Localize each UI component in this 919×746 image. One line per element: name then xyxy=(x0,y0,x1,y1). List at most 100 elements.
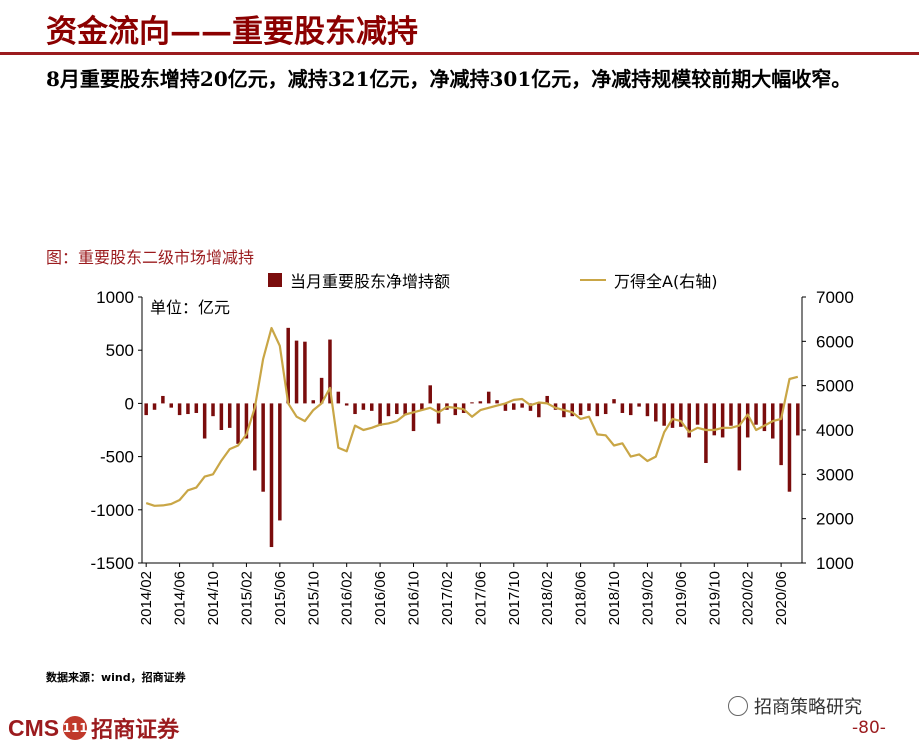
page-number: -80- xyxy=(852,718,886,738)
y-right-tick-label: 7000 xyxy=(816,288,854,307)
bar xyxy=(620,403,625,413)
bar xyxy=(261,403,265,492)
bar xyxy=(353,403,357,415)
y-right-tick-label: 6000 xyxy=(816,332,854,351)
bar xyxy=(403,403,407,416)
bar xyxy=(695,403,700,425)
logo-mark-icon: 111 xyxy=(63,716,88,740)
bar xyxy=(236,403,240,444)
bar xyxy=(319,377,324,404)
bar xyxy=(587,403,591,411)
y-left-tick-label: 1000 xyxy=(96,288,134,307)
x-tick-label: 2015/02 xyxy=(238,571,255,625)
y-left-tick-label: 500 xyxy=(106,341,134,360)
bar xyxy=(503,403,508,411)
bar xyxy=(311,400,316,404)
unit-label: 单位：亿元 xyxy=(150,298,230,317)
bar xyxy=(378,403,382,426)
x-tick-label: 2014/10 xyxy=(205,571,222,625)
x-tick-label: 2020/02 xyxy=(740,571,757,625)
bar xyxy=(420,403,424,410)
bar xyxy=(520,403,524,408)
x-tick-label: 2018/06 xyxy=(573,571,590,625)
y-right-tick-label: 1000 xyxy=(816,554,854,573)
x-tick-label: 2014/06 xyxy=(172,571,189,625)
bar-series xyxy=(144,327,800,548)
y-left-tick-label: -500 xyxy=(100,448,134,467)
x-tick-label: 2016/10 xyxy=(406,571,423,625)
y-left-tick-label: 0 xyxy=(125,394,134,413)
legend-label-bar: 当月重要股东净增持额 xyxy=(290,272,451,291)
bar xyxy=(428,385,432,404)
bar xyxy=(344,403,349,406)
bar xyxy=(687,403,691,438)
y-right-tick-label: 3000 xyxy=(816,465,854,484)
bar xyxy=(194,403,199,413)
line-path xyxy=(145,326,799,507)
source-note: 数据来源：wind，招商证券 xyxy=(46,671,186,684)
x-tick-label: 2017/06 xyxy=(472,571,489,625)
bar xyxy=(754,403,758,425)
x-tick-label: 2018/02 xyxy=(539,571,556,625)
bar xyxy=(470,402,474,404)
x-tick-label: 2016/02 xyxy=(339,571,356,625)
bar xyxy=(679,403,683,427)
bar xyxy=(244,403,249,439)
bar xyxy=(386,403,391,417)
bar xyxy=(411,403,416,432)
bar xyxy=(637,403,641,407)
bar xyxy=(570,403,575,417)
y-right-tick-label: 5000 xyxy=(816,377,854,396)
bar xyxy=(595,403,600,417)
page-title: 资金流向——重要股东减持 xyxy=(46,14,418,50)
bar xyxy=(662,403,666,426)
bar xyxy=(796,403,800,436)
bar xyxy=(169,403,173,408)
x-tick-label: 2019/06 xyxy=(673,571,690,625)
y-left-tick-label: -1000 xyxy=(91,501,134,520)
summary-text: 8月重要股东增持20亿元，减持321亿元，净减持301亿元，净减持规模较前期大幅… xyxy=(46,67,852,91)
x-tick-label: 2019/10 xyxy=(706,571,723,625)
wechat-account-name: 招商策略研究 xyxy=(754,697,862,718)
logo-cms-text: CMS xyxy=(8,714,60,741)
y-right-tick-label: 4000 xyxy=(816,421,854,440)
bar xyxy=(161,395,165,404)
line-series xyxy=(145,326,799,507)
bar xyxy=(286,327,290,404)
legend-item-line: 万得全A(右轴) xyxy=(580,268,717,292)
bar xyxy=(361,403,366,410)
brand-logo: CMS 111 招商证券 xyxy=(8,712,179,744)
bar xyxy=(294,340,299,404)
bar xyxy=(628,403,633,416)
logo-company-name: 招商证券 xyxy=(91,717,180,743)
bar xyxy=(144,403,148,416)
legend-swatch-bar xyxy=(268,273,282,287)
bar xyxy=(395,403,399,415)
chart-axes: 10005000-500-1000-1500700060005000400030… xyxy=(91,288,854,625)
bar xyxy=(328,339,332,404)
bar xyxy=(737,403,742,471)
bar xyxy=(478,401,483,404)
x-tick-label: 2016/06 xyxy=(372,571,389,625)
bar xyxy=(227,403,232,428)
chart-title: 图：重要股东二级市场增减持 xyxy=(46,248,255,267)
bar xyxy=(528,403,533,411)
bar xyxy=(578,403,583,416)
bar xyxy=(779,403,783,466)
bar xyxy=(720,403,725,438)
bar xyxy=(369,403,374,411)
bar xyxy=(336,391,341,404)
title-rule xyxy=(0,52,919,55)
bar xyxy=(745,403,750,438)
legend-swatch-line xyxy=(580,279,606,281)
bar xyxy=(654,403,658,422)
bar xyxy=(645,403,650,417)
bar xyxy=(253,403,257,471)
bar xyxy=(219,403,224,430)
bar xyxy=(486,391,491,404)
bar xyxy=(712,403,717,436)
x-tick-label: 2018/10 xyxy=(606,571,623,625)
y-right-tick-label: 2000 xyxy=(816,510,854,529)
x-tick-label: 2020/06 xyxy=(773,571,790,625)
